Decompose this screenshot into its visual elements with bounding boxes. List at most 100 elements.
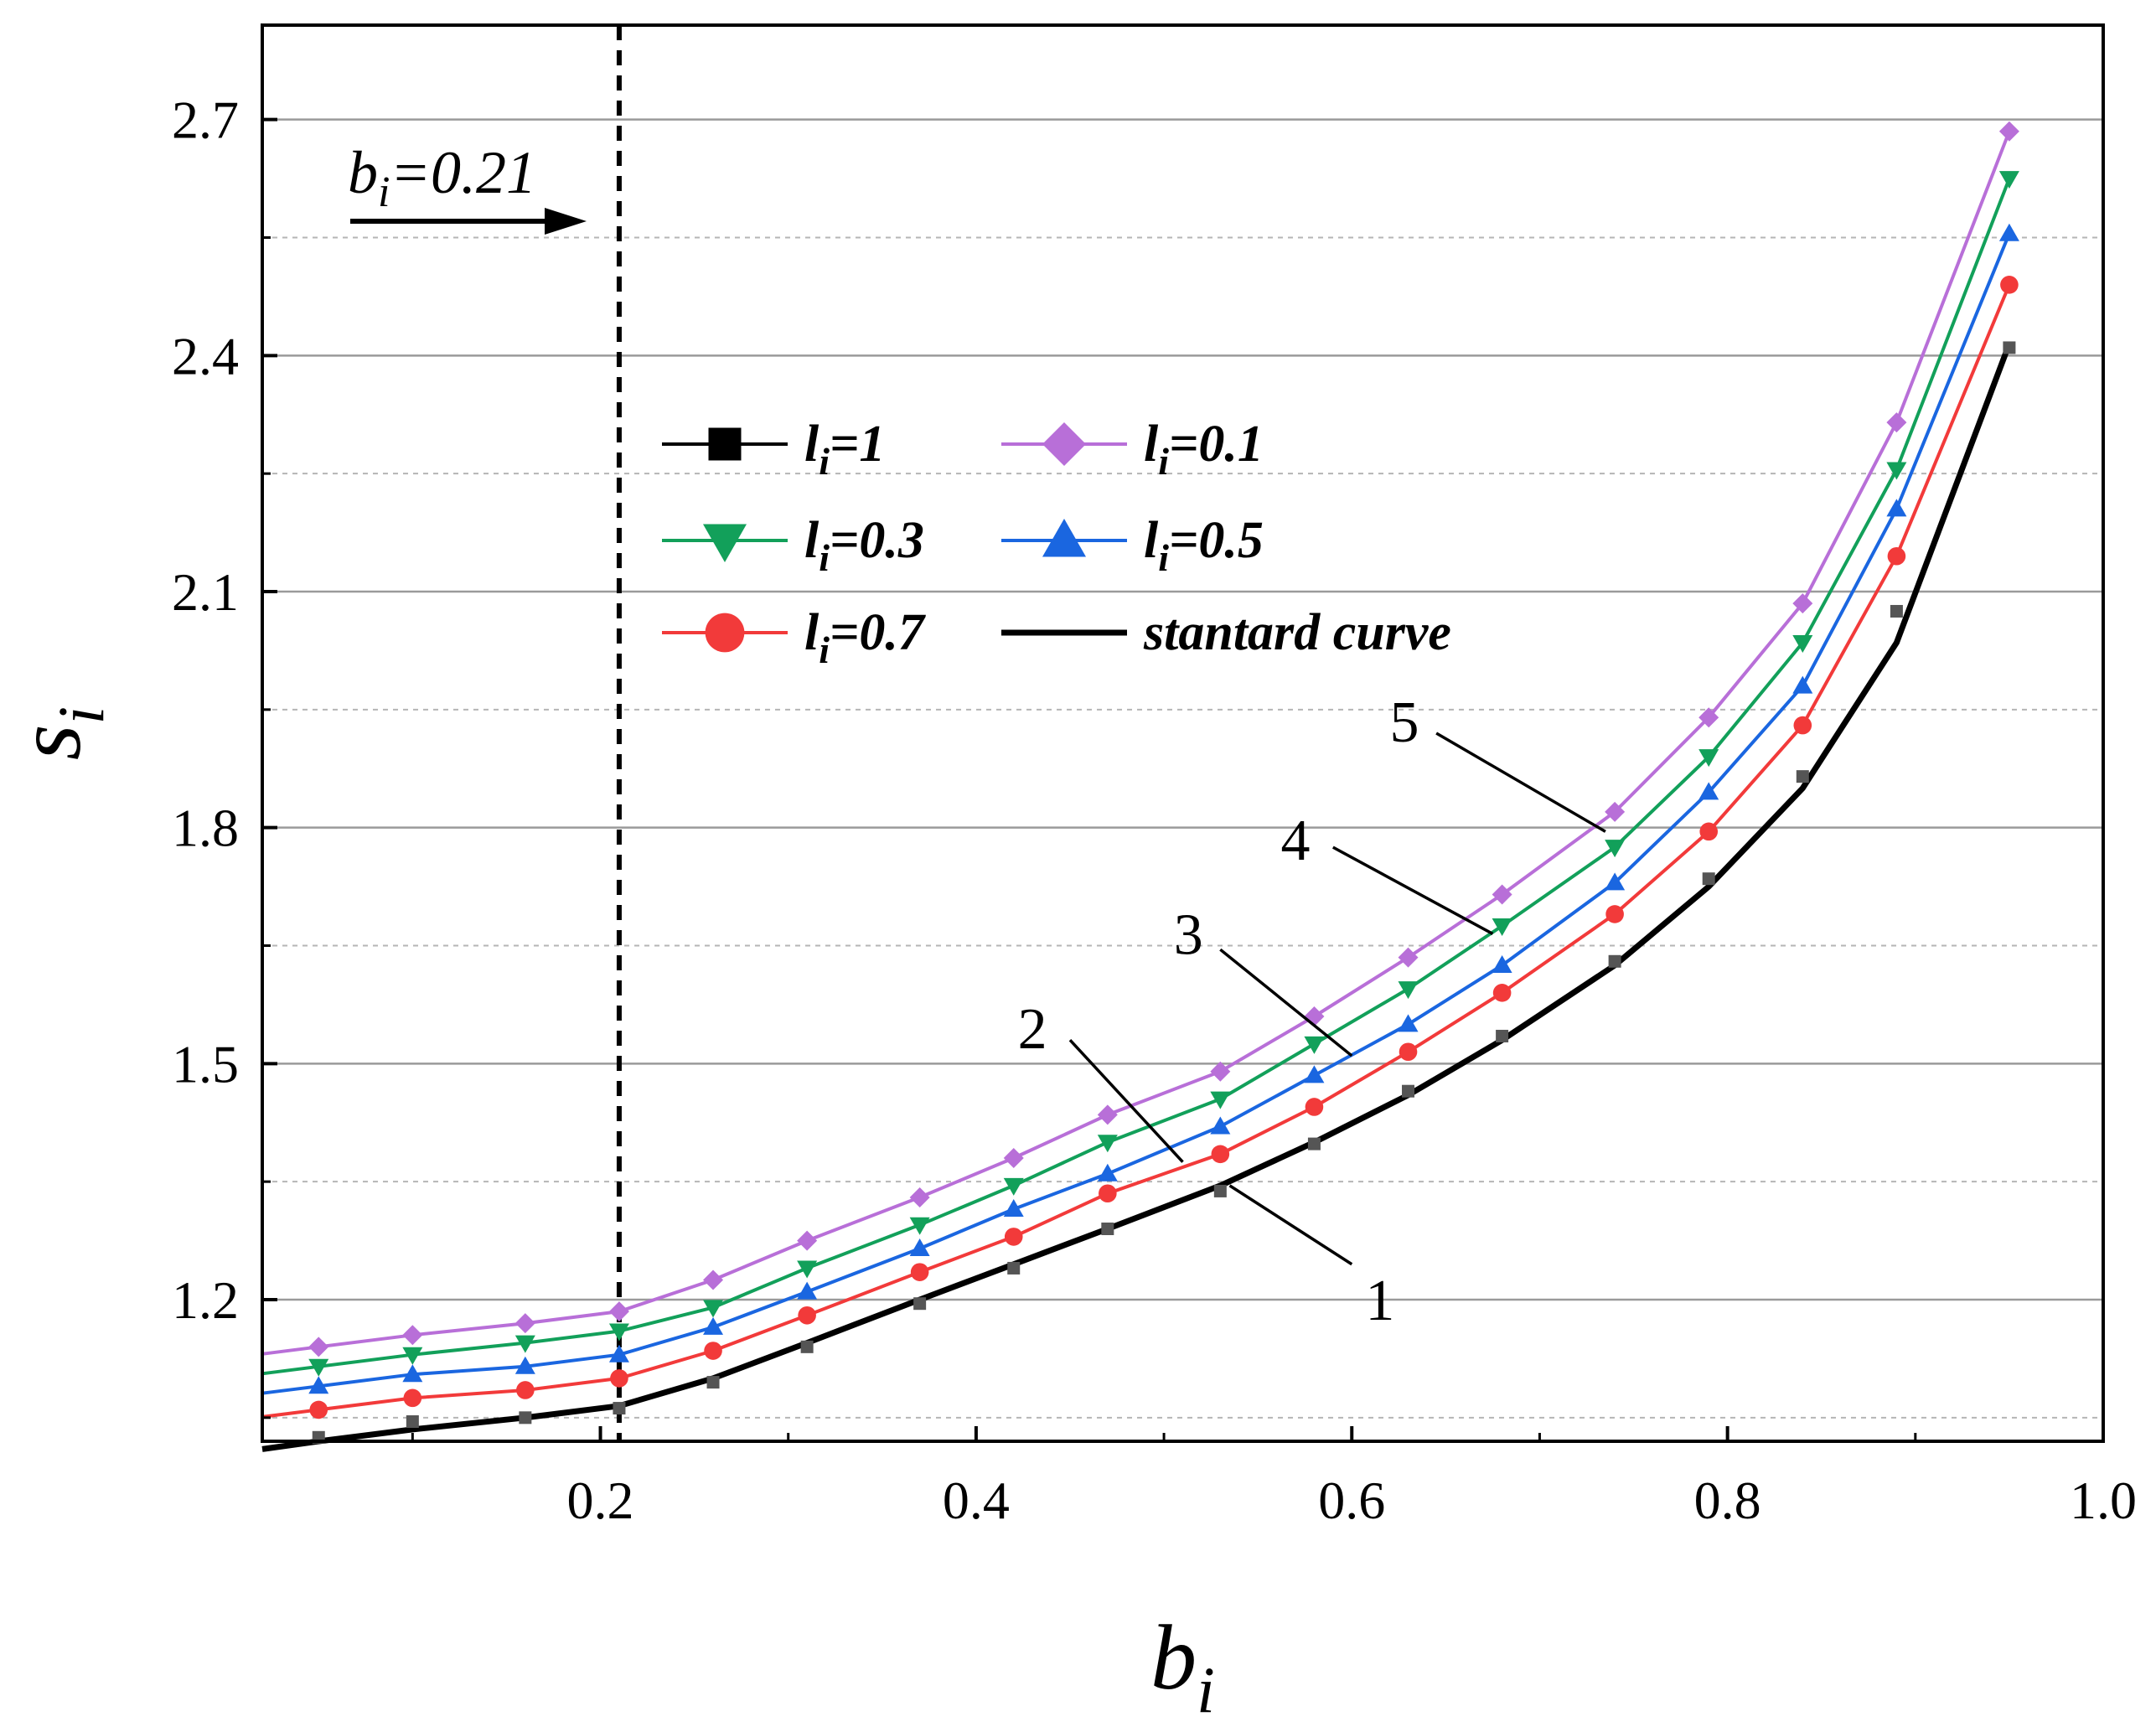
data-point [308,1376,329,1394]
legend-label: li=0.3 [804,512,924,579]
data-point [1213,1184,1227,1197]
data-point [1097,1104,1118,1125]
data-point [797,1230,818,1251]
legend-item: li=0.7 [662,604,927,671]
data-point [1492,918,1512,937]
x-tick-label: 0.4 [943,1471,1010,1530]
data-point [402,1364,423,1383]
gridlines [262,118,2103,1419]
legend-marker [1042,519,1086,557]
data-point [1210,1091,1231,1109]
legend-item: li=0.1 [1001,416,1264,483]
data-point [610,1369,628,1388]
data-point [1796,770,1809,783]
data-point [909,1217,930,1235]
data-point [309,1400,328,1419]
data-point [1492,954,1512,973]
data-point [1605,840,1626,858]
data-point [1886,499,1907,517]
legend-marker [705,613,745,653]
data-point [2000,276,2019,294]
data-point [1004,1228,1023,1246]
data-point [704,1342,722,1360]
curve-number: 3 [1174,902,1203,967]
data-point [909,1238,930,1256]
data-point [1099,1184,1117,1203]
data-point [1998,223,2019,241]
data-point [797,1281,818,1300]
data-point [706,1376,720,1389]
data-point [910,1263,929,1281]
data-point [913,1297,927,1311]
data-point [797,1260,818,1279]
curve-number: 5 [1390,690,1419,755]
data-point [1007,1261,1021,1275]
data-point [608,1301,629,1322]
data-point [308,1337,329,1357]
y-tick-label: 1.5 [172,1034,239,1094]
data-point [608,1344,629,1362]
data-point [519,1411,532,1425]
data-point [514,1356,535,1374]
data-point [1698,749,1719,768]
y-tick-label: 2.7 [172,90,239,150]
y-tick-label: 1.2 [172,1270,239,1330]
y-tick-label: 2.4 [172,326,239,385]
x-tick-label: 0.8 [1694,1471,1761,1530]
legend-label: li=0.1 [1144,416,1264,483]
data-point [1003,1199,1024,1218]
threshold-marker: bi=0.21 [348,25,622,1441]
curve-number: 1 [1365,1269,1394,1333]
series-l-i-1 [312,341,2016,1444]
data-point [403,1388,422,1408]
data-point [1307,1137,1321,1150]
data-point [402,1325,423,1346]
data-point [1097,1163,1118,1181]
curve-label-3: 3 [1174,902,1353,1057]
data-point [1698,707,1719,728]
data-point [1792,635,1813,654]
legend-marker [708,427,742,461]
curve-label-5: 5 [1390,690,1606,833]
x-tick-label: 0.6 [1318,1471,1385,1530]
threshold-arrow-head [545,208,587,235]
data-point [1998,171,2019,189]
legend-marker [1042,422,1086,466]
data-point [514,1335,535,1353]
legend-item: li=0.5 [1001,512,1264,579]
curve-label-1: 1 [1228,1184,1394,1333]
data-point [1398,1014,1419,1032]
data-point [1605,872,1626,891]
data-point [798,1306,816,1325]
data-point [1887,546,1906,566]
leader-line [1068,1038,1184,1163]
data-point [1305,1098,1324,1116]
data-point [1605,905,1624,923]
threshold-label: bi=0.21 [348,139,536,216]
legend-marker [703,524,747,562]
data-point [608,1323,629,1342]
data-point [402,1347,423,1365]
data-point [516,1381,535,1399]
legend-item: li=0.3 [662,512,924,579]
data-point [514,1313,535,1334]
curve-number: 4 [1281,809,1311,873]
legend-label: li=0.7 [804,604,927,671]
data-point [1605,801,1626,822]
leader-line [1332,845,1494,935]
data-point [1886,462,1907,480]
data-point [1003,1177,1024,1196]
data-point [1608,954,1621,968]
data-point [1003,1148,1024,1168]
legend-item: li=1 [662,416,885,483]
y-tick-label: 2.1 [172,562,239,622]
series-l-i-0-3 [261,171,2019,1377]
x-axis-title: bi [1150,1606,1215,1726]
legend: li=1 li=0.1 li=0.3 li=0.5 li=0.7 stantard cur… [662,416,1451,671]
data-point [703,1300,724,1318]
series-l-i-0-5 [261,223,2019,1395]
legend-label: li=1 [804,416,885,483]
leader-line [1219,948,1353,1057]
